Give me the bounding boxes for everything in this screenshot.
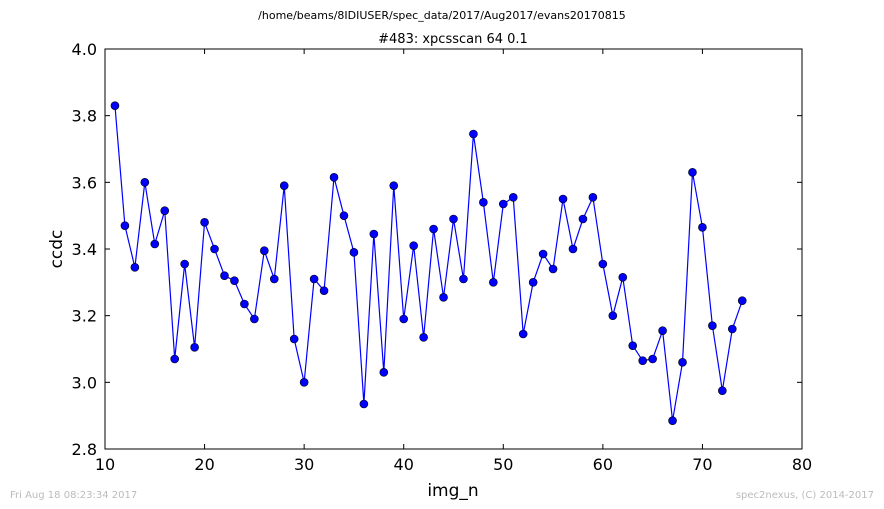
data-point — [389, 181, 399, 190]
data-point — [279, 181, 289, 190]
data-point — [160, 206, 170, 215]
data-point — [349, 248, 359, 257]
data-point — [708, 321, 717, 330]
data-point — [200, 218, 209, 227]
data-point — [638, 356, 647, 365]
data-point — [269, 274, 279, 284]
data-point — [329, 173, 339, 182]
footer-timestamp: Fri Aug 18 08:23:34 2017 — [10, 490, 138, 501]
x-tick-label: 40 — [394, 455, 414, 474]
data-point — [210, 244, 219, 254]
data-point — [379, 368, 389, 377]
footer-credit: spec2nexus, (C) 2014-2017 — [735, 490, 874, 501]
data-point — [698, 223, 707, 232]
data-point — [688, 168, 697, 177]
data-point — [150, 239, 160, 249]
data-point — [339, 211, 349, 220]
data-point — [518, 329, 528, 339]
y-tick-label: 3.2 — [72, 307, 97, 326]
data-point — [220, 271, 229, 280]
data-point — [170, 354, 179, 364]
data-point — [299, 378, 309, 387]
data-point — [319, 286, 329, 295]
y-tick-label: 2.8 — [72, 440, 97, 459]
data-point — [469, 129, 478, 139]
data-point — [449, 214, 458, 224]
data-point — [598, 259, 608, 269]
data-point — [230, 276, 239, 285]
data-point — [528, 278, 538, 287]
data-point — [727, 324, 737, 334]
chart-suptitle: /home/beams/8IDIUSER/spec_data/2017/Aug2… — [258, 9, 626, 22]
data-point — [240, 299, 249, 309]
data-point — [668, 416, 677, 425]
data-point — [678, 358, 687, 367]
y-tick-label: 3.8 — [72, 107, 97, 126]
data-point — [489, 278, 498, 287]
data-point — [588, 193, 598, 202]
y-tick-label: 3.4 — [72, 240, 97, 259]
x-axis-label: img_n — [427, 481, 478, 501]
data-point — [130, 263, 140, 272]
data-point — [419, 333, 428, 342]
data-point — [548, 264, 558, 274]
data-point — [140, 178, 150, 187]
x-tick-label: 10 — [95, 455, 115, 474]
x-tick-label: 30 — [294, 455, 314, 474]
data-point — [110, 101, 120, 110]
data-point — [459, 274, 468, 284]
data-point — [608, 311, 618, 320]
y-tick-label: 4.0 — [72, 40, 97, 59]
data-point — [538, 249, 548, 259]
data-point — [568, 244, 578, 254]
x-tick-label: 50 — [493, 455, 513, 474]
series-line — [114, 105, 743, 421]
y-tick-label: 3.6 — [72, 173, 97, 192]
y-axis-label: ccdc — [47, 230, 67, 269]
plot-frame — [104, 48, 803, 450]
data-point — [250, 314, 259, 324]
x-tick-label: 80 — [792, 455, 812, 474]
data-point — [628, 341, 638, 350]
data-point — [498, 199, 508, 209]
data-point — [180, 259, 189, 269]
data-point — [409, 241, 418, 250]
x-tick-label: 20 — [194, 455, 214, 474]
data-point — [309, 274, 319, 284]
data-point — [369, 229, 379, 239]
x-tick-label: 70 — [692, 455, 712, 474]
data-point — [618, 273, 628, 282]
data-point — [658, 326, 667, 335]
data-point — [648, 354, 657, 364]
data-point — [289, 334, 299, 344]
chart-title: #483: xpcsscan 64 0.1 — [378, 32, 528, 47]
data-point — [508, 193, 518, 202]
data-point — [737, 296, 747, 305]
data-point — [190, 343, 199, 352]
data-point — [558, 194, 568, 204]
data-point — [439, 293, 448, 302]
data-point — [399, 314, 409, 324]
data-point — [260, 246, 269, 255]
x-tick-label: 60 — [593, 455, 613, 474]
data-point — [578, 214, 588, 224]
data-point — [120, 221, 130, 230]
data-point — [429, 224, 438, 234]
plot-area: 10 20 30 40 50 60 70 80 2.8 3.0 3.2 3.4 3.6 3.8 4.0 — [72, 40, 813, 474]
data-point — [359, 399, 369, 409]
data-point — [479, 198, 488, 207]
y-tick-label: 3.0 — [72, 373, 97, 392]
data-point — [718, 386, 727, 395]
